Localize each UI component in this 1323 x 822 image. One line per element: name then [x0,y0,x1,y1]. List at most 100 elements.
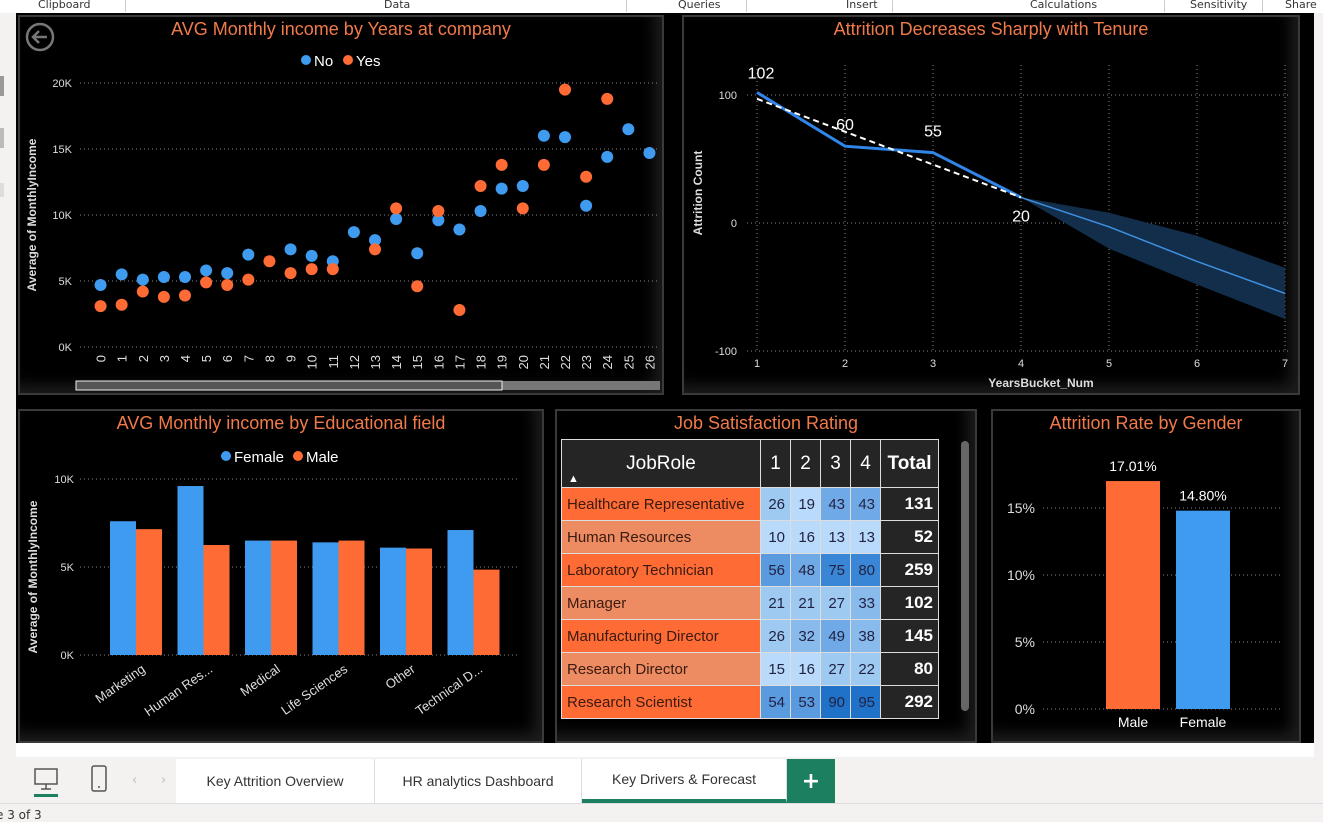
col-header-jobrole[interactable]: JobRole ▲ [561,439,761,488]
edu-chart: Female Male 0K 5K 10K Average of MonthlyIncom… [26,449,520,719]
scatter-point-yes [580,170,593,183]
tab-hr-analytics-dashboard[interactable]: HR analytics Dashboard [375,759,582,803]
col-header-2[interactable]: 2 [790,439,821,488]
col-header-3[interactable]: 3 [820,439,851,488]
rating-cell: 27 [820,652,851,686]
y-axis-title: Average of MonthlyIncome [25,138,39,291]
x-tick-label: 17 [452,355,467,369]
x-tick-label: 8 [262,355,277,362]
scatter-point-no [305,249,318,262]
matrix-row[interactable]: Research Director 15 16 27 22 80 [561,652,939,686]
bar-female [177,486,204,655]
jobrole-cell: Research Director [561,652,761,686]
ribbon-share: Share [1285,0,1317,11]
scatter-point-yes [263,255,276,268]
matrix-panel[interactable]: Job Satisfaction Rating JobRole ▲ 1 2 3 … [555,409,977,743]
x-tick-label: 4 [178,355,193,362]
scatter-point-no [601,150,614,163]
col-header-4[interactable]: 4 [850,439,881,488]
bar-female [312,542,339,655]
bar-female [380,547,406,655]
edu-title: AVG Monthly income by Educational field [116,413,446,433]
legend-male-marker [293,451,303,461]
forecast-panel[interactable]: Attrition Decreases Sharply with Tenure … [682,15,1300,395]
scatter-point-yes [157,290,170,303]
jobrole-header-label: JobRole [626,452,696,474]
scatter-point-yes [559,83,571,96]
y-tick-label: 10K [54,474,74,486]
x-tick-label: Marketing [92,661,147,706]
jobrole-cell: Healthcare Representative [561,487,761,521]
x-tick-label: Other [382,661,418,692]
matrix-scrollbar[interactable] [961,441,969,711]
total-cell: 131 [880,487,939,521]
x-tick-label: 5 [1106,358,1112,370]
y-tick-label: 10% [1007,567,1035,583]
model-view-icon[interactable] [0,183,4,197]
report-view-icon[interactable] [0,76,4,96]
matrix-row[interactable]: Research Scientist 54 53 90 95 292 [561,685,939,719]
report-canvas: AVG Monthly income by Years at company N… [16,13,1314,743]
x-tick-label: 22 [558,355,573,369]
x-tick-label: Technical D... [413,661,486,718]
bar-male [136,529,162,655]
gender-panel[interactable]: Attrition Rate by Gender 0% 5% 10% 15% 17.01… [991,409,1301,743]
matrix-row[interactable]: Human Resources 10 16 13 13 52 [561,520,939,554]
matrix-row[interactable]: Healthcare Representative 26 19 43 43 131 [561,487,939,521]
scatter-point-yes [200,276,213,289]
legend-female-marker [221,451,231,461]
matrix-row[interactable]: Laboratory Technician 56 48 75 80 259 [561,553,939,587]
sort-up-icon[interactable]: ▲ [568,473,579,485]
ribbon-group-labels: Clipboard Data Queries Insert Calculatio… [0,0,1323,13]
rating-cell: 27 [820,586,851,620]
y-tick-label: 100 [719,90,737,102]
scatter-point-no [411,247,424,260]
y-tick-label: 5% [1015,634,1035,650]
x-tick-label: 5 [199,355,214,362]
tab-scroll-left-icon[interactable]: ‹ [132,773,138,788]
x-tick-label: Male [1118,714,1149,730]
x-tick-label: 19 [495,355,510,369]
rating-cell: 95 [850,685,881,719]
scatter-chart: No Yes 0K 5K 10K 15K 20K Average of MonthlyInco… [25,53,660,391]
y-tick-label: 15% [1007,500,1035,516]
rating-cell: 54 [760,685,791,719]
scatter-point-no [221,267,234,280]
col-header-total[interactable]: Total [880,439,939,488]
scatter-point-no [284,243,297,256]
tab-key-attrition-overview[interactable]: Key Attrition Overview [176,759,375,803]
table-view-icon[interactable] [0,128,4,148]
x-tick-label: 6 [220,355,235,362]
add-page-button[interactable]: + [787,759,835,803]
back-arrow-icon[interactable] [24,21,56,53]
scatter-panel[interactable]: AVG Monthly income by Years at company N… [18,15,664,395]
matrix-row[interactable]: Manager 21 21 27 33 102 [561,586,939,620]
y-tick-label: 15K [52,144,72,156]
x-tick-label: 7 [1282,358,1288,370]
desktop-view-icon[interactable] [32,767,60,797]
scatter-title: AVG Monthly income by Years at company [171,19,511,39]
ribbon-data: Data [384,0,411,11]
scatter-point-no [495,182,508,195]
tab-scroll-right-icon[interactable]: › [161,773,167,788]
tab-key-drivers-forecast[interactable]: Key Drivers & Forecast [582,759,787,803]
jobrole-cell: Manufacturing Director [561,619,761,653]
mobile-view-icon[interactable] [90,765,108,793]
matrix-row[interactable]: Manufacturing Director 26 32 49 38 145 [561,619,939,653]
rating-cell: 15 [760,652,791,686]
rating-cell: 21 [760,586,791,620]
rating-cell: 53 [790,685,821,719]
gender-chart: 0% 5% 10% 15% 17.01% Male 14.80% Female [1007,458,1283,730]
data-label: 17.01% [1109,458,1156,474]
bar-female [447,530,474,655]
data-label: 55 [924,124,942,141]
edu-panel[interactable]: AVG Monthly income by Educational field … [18,409,544,743]
x-axis-title: YearsBucket_Num [988,376,1093,390]
col-header-1[interactable]: 1 [760,439,791,488]
page-tabs-bar: ‹ › Key Attrition Overview HR analytics … [16,743,1314,803]
scatter-point-no [474,205,487,218]
scatter-point-no [390,212,403,225]
scatter-point-no [537,129,550,142]
x-tick-label: 11 [326,355,341,369]
x-tick-label: 0 [94,355,109,362]
